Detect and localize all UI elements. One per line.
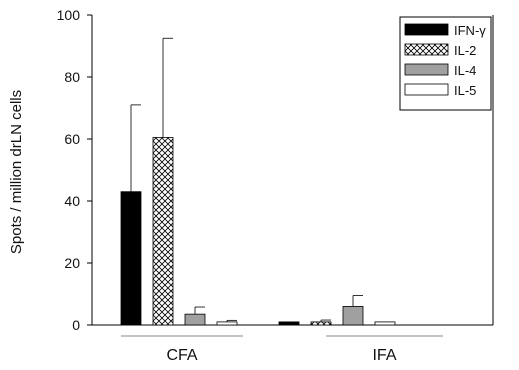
legend-label: IL-4 (454, 63, 476, 78)
legend-swatch (404, 43, 449, 56)
y-tick-label: 0 (72, 317, 80, 333)
legend-label: IFN-γ (454, 23, 486, 38)
legend-swatch (404, 83, 449, 96)
x-category-label: IFA (372, 347, 396, 364)
y-tick-label: 80 (64, 69, 80, 85)
plot-area: 0 20 40 60 80 100 CFA IFA (57, 7, 494, 364)
bar (184, 313, 206, 326)
y-tick-label: 60 (64, 131, 80, 147)
bar (152, 137, 174, 326)
legend: IFN-γ IL-2 IL-4 IL-5 (399, 16, 492, 111)
legend-label: IL-5 (454, 83, 476, 98)
x-category-label: CFA (166, 347, 197, 364)
bar (310, 321, 332, 326)
bar (374, 321, 396, 326)
y-tick-label: 20 (64, 255, 80, 271)
y-tick-label: 40 (64, 193, 80, 209)
legend-swatch (404, 23, 449, 36)
legend-label: IL-2 (454, 43, 476, 58)
legend-swatch (404, 63, 449, 76)
y-axis-title: Spots / million drLN cells (8, 90, 25, 254)
y-tick-label: 100 (57, 7, 81, 23)
bar (120, 191, 142, 326)
bar (278, 321, 300, 326)
bar (342, 305, 364, 326)
bar (216, 321, 238, 326)
